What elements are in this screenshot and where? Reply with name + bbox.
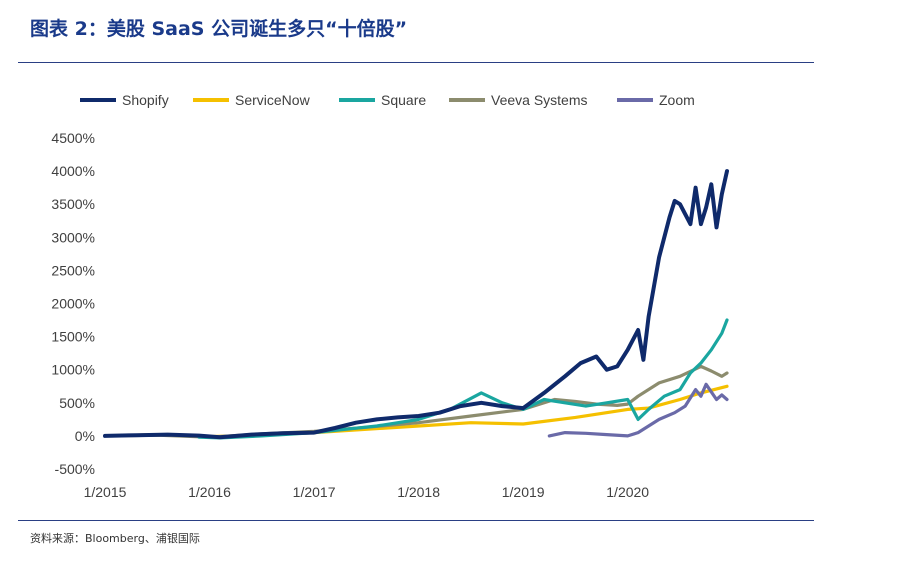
y-tick-label: 1000% <box>51 362 95 378</box>
y-tick-label: 2500% <box>51 262 95 278</box>
legend-label-veeva-systems: Veeva Systems <box>491 92 588 108</box>
bottom-divider <box>18 520 814 521</box>
legend-label-servicenow: ServiceNow <box>235 92 311 108</box>
legend-label-zoom: Zoom <box>659 92 695 108</box>
x-tick-label: 1/2018 <box>397 484 440 500</box>
legend-label-square: Square <box>381 92 426 108</box>
y-tick-label: 4500% <box>51 130 95 146</box>
legend-label-shopify: Shopify <box>122 92 169 108</box>
y-tick-label: 2000% <box>51 296 95 312</box>
y-axis: -500% 0% 500% 1000% 1500% 2000% 2500% 3000% 3500… <box>51 130 95 477</box>
x-tick-label: 1/2020 <box>606 484 649 500</box>
source-note: 资料来源：Bloomberg、浦银国际 <box>30 532 200 545</box>
y-tick-label: 0% <box>75 428 95 444</box>
y-tick-label: 4000% <box>51 163 95 179</box>
x-tick-label: 1/2019 <box>502 484 545 500</box>
y-tick-label: 500% <box>59 395 95 411</box>
series-line-zoom <box>547 382 729 438</box>
chart-legend: Shopify ServiceNow Square Veeva Systems Zoom <box>80 92 695 108</box>
series-lines <box>103 169 729 440</box>
top-divider <box>18 62 814 63</box>
x-tick-label: 1/2016 <box>188 484 231 500</box>
x-axis: 1/2015 1/2016 1/2017 1/2018 1/2019 1/2020 <box>84 484 650 500</box>
x-tick-label: 1/2015 <box>84 484 127 500</box>
figure-title: 图表 2：美股 SaaS 公司诞生多只“十倍股” <box>30 18 408 40</box>
series-line-shopify <box>103 169 729 440</box>
x-tick-label: 1/2017 <box>293 484 336 500</box>
y-tick-label: -500% <box>55 461 95 477</box>
y-tick-label: 3000% <box>51 229 95 245</box>
y-tick-label: 3500% <box>51 196 95 212</box>
series-line-square <box>197 318 729 440</box>
y-tick-label: 1500% <box>51 329 95 345</box>
